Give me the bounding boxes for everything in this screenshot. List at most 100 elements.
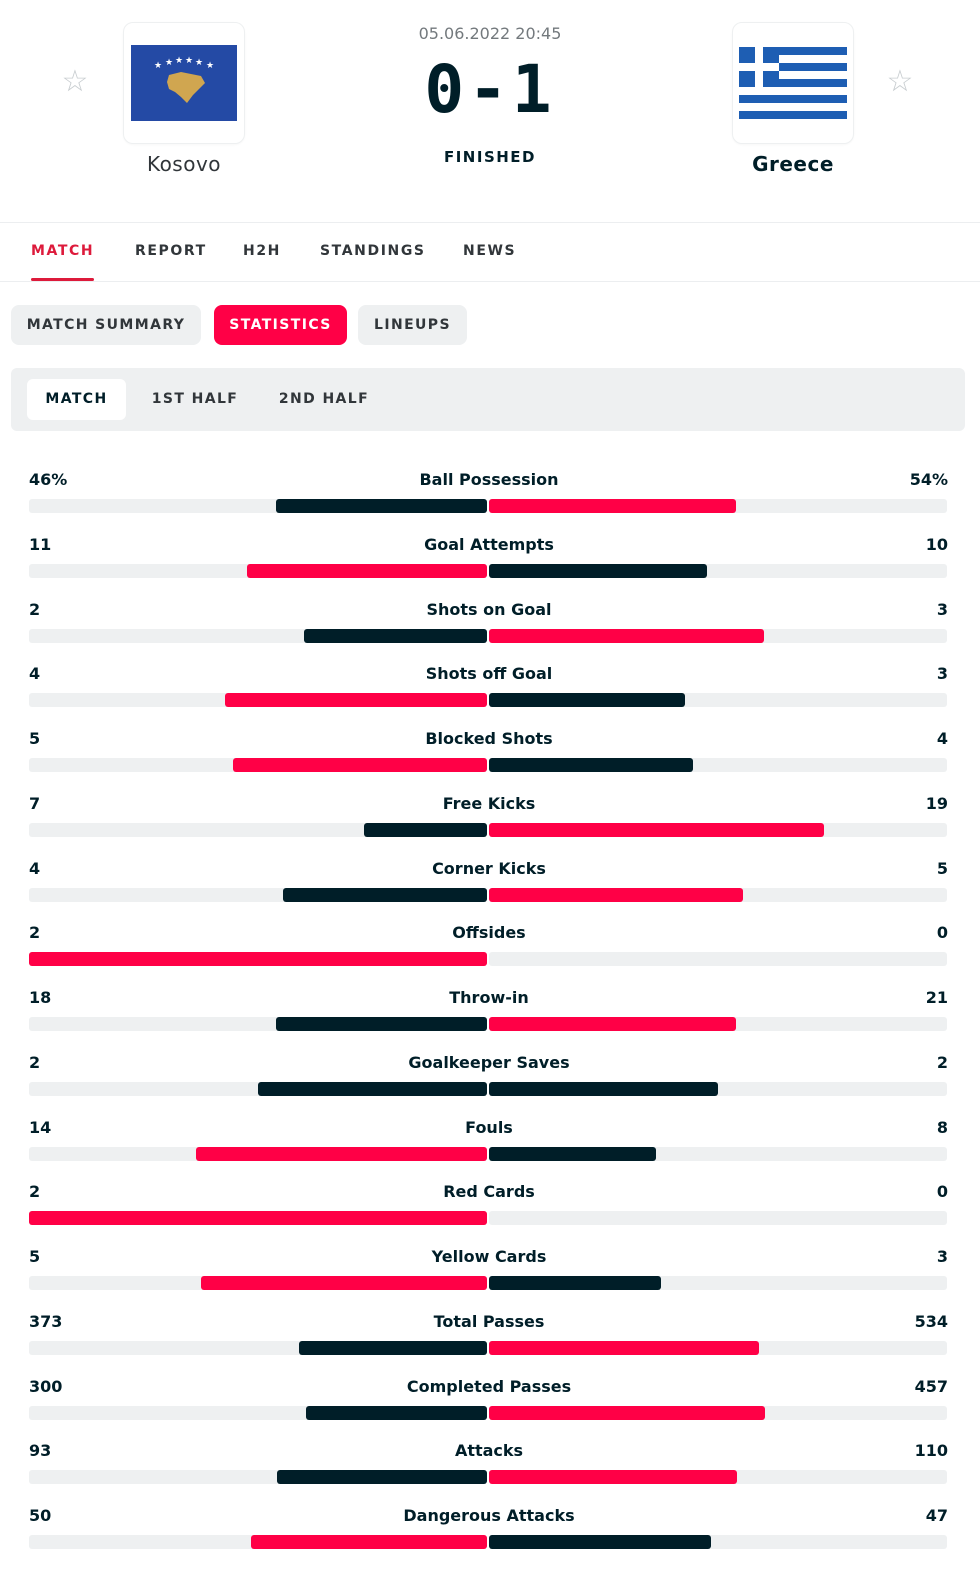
- tab-report[interactable]: REPORT: [135, 243, 207, 259]
- stat-away-bar: [489, 822, 824, 837]
- stat-away-bar: [489, 693, 686, 708]
- stat-category: Blocked Shots: [425, 729, 553, 748]
- stat-category: Goalkeeper Saves: [408, 1052, 570, 1072]
- stat-category: Dangerous Attacks: [403, 1506, 575, 1525]
- stat-away-value: 21: [925, 988, 948, 1007]
- tab-match[interactable]: MATCH: [31, 223, 95, 281]
- subtab-statistics[interactable]: STATISTICS: [214, 305, 347, 345]
- subtab-match-summary[interactable]: MATCH SUMMARY: [11, 305, 201, 345]
- stat-home-bar: [258, 1081, 487, 1096]
- stat-away-bar-track: [489, 1146, 947, 1161]
- svg-text:★: ★: [154, 61, 162, 71]
- stat-home-bar-track: [29, 1211, 487, 1226]
- stat-away-bar: [489, 1081, 718, 1096]
- stat-away-value: 3: [936, 1247, 948, 1266]
- stat-away-bar: [489, 1146, 656, 1161]
- away-team-name[interactable]: Greece: [752, 152, 834, 176]
- subtab-lineups[interactable]: LINEUPS: [358, 305, 467, 345]
- stat-home-value: 2: [29, 923, 41, 943]
- stat-row: 7 Free Kicks 19: [0, 790, 980, 855]
- tab-news[interactable]: NEWS: [463, 243, 517, 259]
- stat-away-value: 8: [936, 1117, 948, 1137]
- stat-away-value: 0: [936, 923, 948, 943]
- stat-home-bar: [363, 822, 487, 837]
- favorite-away-star-icon[interactable]: ☆: [886, 64, 914, 99]
- period-2nd-half[interactable]: 2ND HALF: [278, 391, 370, 407]
- favorite-home-star-icon[interactable]: ☆: [61, 64, 89, 99]
- stat-home-bar: [232, 758, 487, 772]
- stat-home-bar-track: [29, 693, 487, 708]
- stat-away-bar-track: [489, 1340, 947, 1355]
- stat-row: 50 Dangerous Attacks 47: [0, 1502, 980, 1567]
- stat-away-bar-track: [489, 952, 947, 967]
- stat-away-value: 19: [925, 793, 948, 813]
- stat-away-bar: [489, 628, 764, 643]
- stat-category: Fouls: [465, 1117, 513, 1137]
- home-team-name[interactable]: Kosovo: [146, 152, 222, 176]
- stat-home-bar: [195, 1146, 487, 1161]
- stat-row: 300 Completed Passes 457: [0, 1373, 980, 1438]
- stat-away-value: 110: [914, 1441, 948, 1461]
- stat-away-value: 0: [936, 1182, 948, 1202]
- stat-home-bar: [250, 1535, 487, 1549]
- stat-away-bar: [489, 1276, 661, 1290]
- svg-text:★: ★: [185, 56, 193, 66]
- stat-home-bar: [29, 952, 487, 967]
- stat-away-bar-track: [489, 1405, 947, 1420]
- stat-category: Shots off Goal: [425, 664, 553, 684]
- period-1st-half[interactable]: 1ST HALF: [151, 391, 239, 407]
- stat-away-bar: [489, 1535, 711, 1549]
- home-team-logo[interactable]: ★ ★ ★ ★ ★ ★: [123, 22, 245, 144]
- stat-home-bar-track: [29, 1470, 487, 1485]
- stat-home-value: 7: [29, 793, 41, 813]
- stat-row: 93 Attacks 110: [0, 1437, 980, 1502]
- stat-home-value: 2: [29, 1052, 41, 1072]
- greece-flag-icon: [739, 47, 847, 119]
- stat-away-bar-track: [489, 628, 947, 643]
- stat-home-value: 2: [29, 599, 41, 619]
- stat-home-bar: [283, 887, 487, 902]
- stat-home-bar: [276, 499, 487, 513]
- stat-away-bar-track: [489, 887, 947, 902]
- stat-row: 2 Red Cards 0: [0, 1178, 980, 1243]
- stat-home-bar: [298, 1340, 487, 1355]
- stat-home-value: 93: [29, 1441, 52, 1461]
- match-score: 0-1: [424, 51, 556, 128]
- stat-row: 2 Goalkeeper Saves 2: [0, 1049, 980, 1114]
- stat-home-bar: [225, 693, 487, 708]
- stat-row: 373 Total Passes 534: [0, 1308, 980, 1373]
- tab-h2h[interactable]: H2H: [243, 243, 281, 259]
- stat-category: Offsides: [452, 923, 526, 943]
- stat-home-value: 2: [29, 1182, 41, 1202]
- stat-row: 46% Ball Possession 54%: [0, 466, 980, 531]
- tab-standings[interactable]: STANDINGS: [320, 243, 426, 259]
- stat-away-bar: [489, 1470, 738, 1485]
- stat-away-value: 3: [936, 599, 948, 619]
- stat-home-bar: [277, 1470, 487, 1485]
- period-match[interactable]: MATCH: [27, 379, 126, 420]
- stat-away-bar: [489, 1340, 759, 1355]
- stat-away-value: 10: [925, 534, 948, 554]
- stat-home-bar: [275, 1017, 487, 1031]
- stat-home-value: 11: [29, 534, 52, 554]
- away-team-logo[interactable]: [732, 22, 854, 144]
- main-tabs: MATCH REPORT H2H STANDINGS NEWS: [0, 222, 980, 282]
- stat-home-bar-track: [29, 1535, 487, 1549]
- stat-away-bar-track: [489, 499, 947, 513]
- stat-category: Corner Kicks: [432, 858, 546, 878]
- stat-category: Goal Attempts: [424, 534, 554, 554]
- stat-home-value: 18: [29, 988, 52, 1007]
- svg-text:★: ★: [195, 58, 203, 68]
- stat-home-value: 300: [29, 1376, 63, 1396]
- stat-category: Completed Passes: [406, 1376, 572, 1396]
- stat-home-bar-track: [29, 1146, 487, 1161]
- stat-home-bar: [200, 1276, 487, 1290]
- kosovo-flag-icon: ★ ★ ★ ★ ★ ★: [131, 45, 237, 121]
- stat-away-bar: [489, 563, 708, 578]
- stat-away-bar: [489, 1017, 736, 1031]
- stat-away-value: 457: [914, 1376, 948, 1396]
- stat-home-bar-track: [29, 1405, 487, 1420]
- stat-home-value: 46%: [29, 470, 68, 489]
- stat-home-value: 14: [29, 1117, 52, 1137]
- stat-away-value: 4: [936, 729, 948, 748]
